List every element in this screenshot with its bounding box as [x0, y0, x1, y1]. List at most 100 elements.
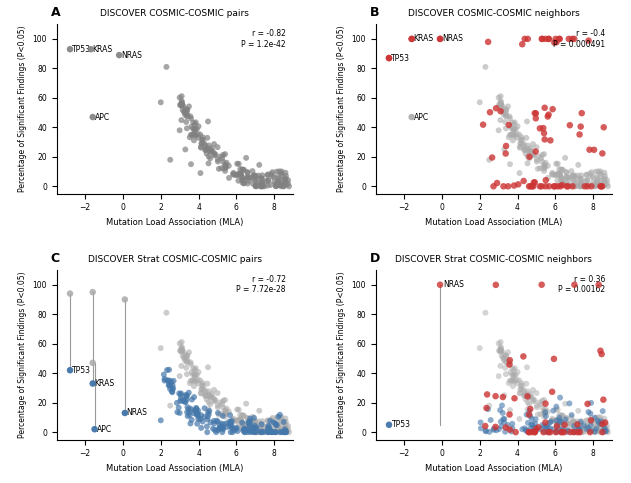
Point	[576, 428, 586, 436]
Point	[562, 420, 572, 427]
Point	[523, 393, 533, 400]
Point	[562, 183, 572, 190]
Point	[406, 35, 416, 43]
Text: A: A	[50, 6, 60, 19]
Point	[574, 130, 584, 138]
Point	[238, 166, 248, 174]
Point	[580, 177, 590, 185]
Point	[168, 382, 178, 389]
Point	[182, 352, 192, 360]
Point	[593, 421, 603, 428]
Point	[592, 419, 602, 427]
Point	[557, 174, 567, 182]
Point	[576, 171, 586, 179]
Point	[191, 118, 201, 126]
Point	[522, 144, 532, 152]
Point	[236, 417, 246, 425]
Point	[251, 172, 261, 180]
Point	[576, 426, 586, 434]
Point	[209, 386, 219, 394]
Point	[199, 404, 209, 412]
Point	[557, 175, 567, 183]
Point	[220, 396, 230, 404]
Point	[224, 174, 234, 182]
Point	[525, 146, 535, 154]
Point	[224, 162, 234, 170]
Point	[190, 126, 200, 134]
Point	[500, 364, 510, 372]
Point	[495, 362, 505, 370]
Point	[591, 182, 601, 189]
Point	[221, 420, 232, 427]
Point	[192, 411, 202, 419]
Point	[536, 281, 546, 289]
Point	[250, 417, 260, 425]
Point	[179, 108, 189, 115]
Point	[524, 400, 534, 408]
Point	[163, 382, 174, 389]
Point	[598, 428, 608, 436]
Point	[567, 413, 577, 421]
Point	[521, 380, 531, 387]
Point	[185, 411, 195, 419]
Point	[497, 347, 507, 355]
Point	[212, 426, 222, 434]
Point	[590, 182, 600, 190]
Point	[505, 356, 515, 364]
Point	[225, 423, 235, 430]
Point	[262, 182, 273, 189]
Point	[177, 338, 187, 346]
Point	[252, 420, 262, 428]
Point	[582, 416, 592, 424]
Point	[189, 383, 199, 390]
Point	[177, 347, 187, 355]
Point	[218, 420, 228, 428]
Point	[581, 417, 591, 425]
Point	[505, 123, 516, 130]
Point	[276, 416, 286, 424]
Point	[553, 170, 563, 177]
Point	[497, 101, 507, 109]
Point	[524, 153, 534, 161]
Point	[567, 418, 577, 426]
Point	[262, 417, 273, 425]
Point	[509, 125, 519, 132]
Point	[516, 382, 526, 389]
Point	[529, 397, 540, 404]
Point	[570, 424, 580, 432]
Point	[180, 357, 190, 365]
Point	[179, 109, 189, 116]
Point	[257, 171, 268, 179]
Text: KRAS: KRAS	[93, 45, 113, 54]
Point	[514, 130, 524, 138]
Point	[249, 424, 259, 432]
Point	[189, 137, 199, 144]
Point	[525, 405, 535, 413]
Point	[578, 183, 588, 190]
Point	[215, 424, 225, 432]
Point	[599, 178, 610, 186]
Point	[203, 159, 213, 167]
Point	[177, 101, 187, 109]
Point	[494, 101, 504, 109]
Point	[243, 426, 253, 433]
Point	[88, 359, 98, 367]
Point	[213, 158, 223, 166]
Y-axis label: Percentage of Significant Findings (P<0.05): Percentage of Significant Findings (P<0.…	[18, 271, 27, 438]
Point	[575, 426, 586, 434]
Point	[239, 176, 249, 184]
Point	[572, 417, 582, 425]
Point	[522, 153, 533, 160]
Y-axis label: Percentage of Significant Findings (P<0.05): Percentage of Significant Findings (P<0.…	[18, 26, 27, 192]
Point	[531, 148, 541, 156]
Point	[498, 354, 508, 361]
Point	[495, 101, 505, 109]
Point	[585, 416, 595, 424]
Point	[248, 418, 258, 426]
Point	[515, 389, 525, 397]
Point	[517, 133, 527, 141]
Point	[599, 421, 610, 428]
Point	[539, 427, 549, 435]
Point	[274, 425, 284, 432]
Point	[495, 107, 505, 115]
